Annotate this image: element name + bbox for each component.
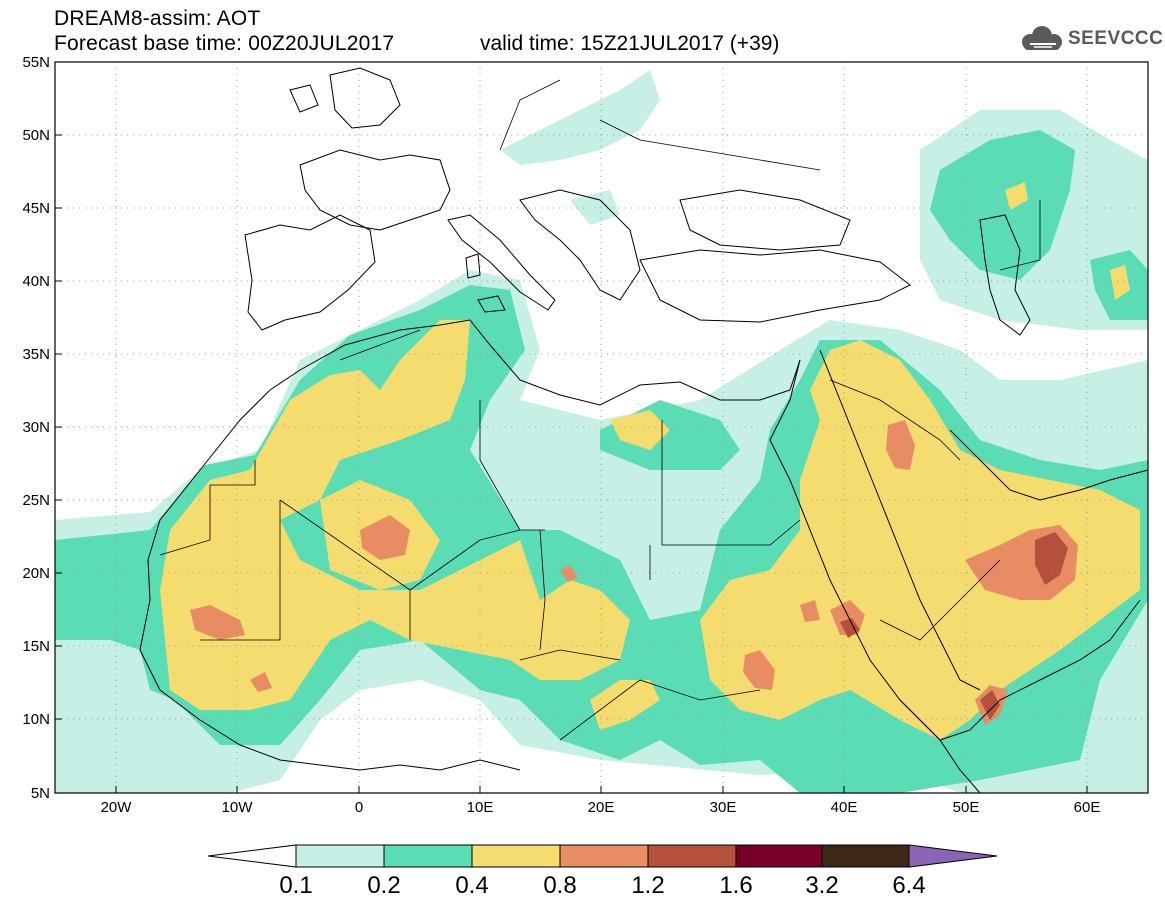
- lat-label: 45N: [22, 200, 50, 217]
- lon-label: 0: [355, 799, 363, 816]
- colorbar-label: 3.2: [805, 872, 838, 899]
- colorbar-label: 0.4: [455, 872, 488, 899]
- seevccc-logo: [1022, 26, 1062, 50]
- aot-field-1.2: [840, 532, 1068, 720]
- lat-label: 15N: [22, 638, 50, 655]
- lon-label: 40E: [831, 799, 858, 816]
- lat-label: 40N: [22, 273, 50, 290]
- colorbar-upper-triangle: [908, 844, 998, 868]
- colorbar-bin: [821, 844, 910, 868]
- lat-label: 20N: [22, 565, 50, 582]
- colorbar-bin: [647, 844, 737, 868]
- cloud-icon: [1022, 26, 1062, 50]
- lat-labels: 55N 50N 45N 40N 35N 30N 25N 20N 15N 10N …: [22, 54, 50, 802]
- base-time-label: Forecast base time: 00Z20JUL2017: [54, 32, 395, 55]
- country-borders: [159, 79, 1041, 741]
- colorbar-bin: [735, 844, 823, 868]
- lon-label: 30E: [710, 799, 737, 816]
- colorbar-bin: [383, 844, 473, 868]
- map-title: DREAM8-assim: AOT: [54, 7, 261, 30]
- colorbar-label: 0.2: [367, 872, 400, 899]
- colorbar-bin: [559, 844, 649, 868]
- colorbar-bin: [471, 844, 561, 868]
- colorbar-label: 0.1: [279, 872, 312, 899]
- colorbar-bin: [295, 844, 385, 868]
- lat-label: 10N: [22, 711, 50, 728]
- lon-label: 60E: [1074, 799, 1101, 816]
- lon-label: 20W: [101, 799, 133, 816]
- tick-marks: [55, 61, 1088, 794]
- lat-label: 55N: [22, 54, 50, 71]
- lat-label: 50N: [22, 127, 50, 144]
- valid-time-label: valid time: 15Z21JUL2017 (+39): [480, 32, 780, 55]
- aot-field-0.4: [160, 182, 1140, 740]
- lon-label: 50E: [953, 799, 980, 816]
- lon-labels: 20W 10W 0 10E 20E 30E 40E 50E 60E: [101, 799, 1101, 816]
- colorbar-lower-triangle: [207, 844, 297, 868]
- lon-label: 10E: [467, 799, 494, 816]
- lat-label: 35N: [22, 346, 50, 363]
- graticule: [55, 62, 1148, 793]
- colorbar: [207, 844, 998, 868]
- colorbar-label: 1.2: [631, 872, 664, 899]
- coastlines: [139, 67, 1148, 793]
- lon-label: 10W: [222, 799, 254, 816]
- logo-text: SEEVCCC: [1068, 28, 1164, 49]
- colorbar-label: 0.8: [543, 872, 576, 899]
- colorbar-labels: 0.1 0.2 0.4 0.8 1.2 1.6 3.2 6.4: [279, 872, 925, 899]
- lat-label: 30N: [22, 419, 50, 436]
- colorbar-label: 1.6: [719, 872, 752, 899]
- lat-label: 5N: [31, 785, 50, 802]
- colorbar-label: 6.4: [892, 872, 925, 899]
- lat-label: 25N: [22, 492, 50, 509]
- lon-label: 20E: [588, 799, 615, 816]
